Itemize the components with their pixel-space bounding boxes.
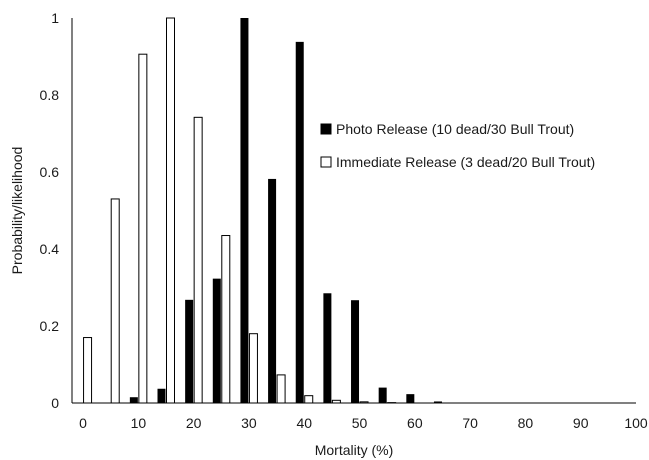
- bar-immediate-release-5: [110, 198, 120, 404]
- legend-swatch-immediate-release: [320, 156, 332, 168]
- y-axis-label: Probability/likelihood: [9, 147, 25, 275]
- bar-photo-release-60: [406, 394, 415, 403]
- bar-photo-release-45: [323, 293, 332, 403]
- bar-immediate-release-30: [248, 333, 258, 404]
- bar-photo-release-30: [240, 18, 249, 403]
- x-tick-label: 70: [462, 415, 478, 431]
- bar-photo-release-20: [185, 299, 194, 403]
- x-tick-label: 0: [79, 415, 87, 431]
- legend-label-immediate-release: Immediate Release (3 dead/20 Bull Trout): [336, 154, 595, 170]
- y-tick-label: 0.2: [40, 318, 60, 334]
- x-tick-label: 60: [407, 415, 423, 431]
- x-axis-ticks: 0 10 20 30 40 50 60 70 80 90 100: [79, 415, 648, 431]
- y-tick-label: 0.8: [40, 87, 60, 103]
- axes: [71, 18, 636, 404]
- y-axis-ticks: 0 0.2 0.4 0.6 0.8 1: [40, 10, 60, 411]
- x-tick-label: 40: [296, 415, 312, 431]
- y-tick-label: 1: [51, 10, 59, 26]
- plot-area: [83, 17, 470, 404]
- bar-photo-release-65: [433, 401, 442, 403]
- y-tick-label: 0: [51, 395, 59, 411]
- bar-photo-release-55: [378, 387, 387, 403]
- bar-photo-release-50: [351, 300, 360, 403]
- bar-photo-release-15: [157, 388, 166, 403]
- bar-photo-release-10: [129, 397, 138, 403]
- bar-immediate-release-25: [221, 235, 231, 404]
- bar-immediate-release-0: [83, 337, 93, 404]
- y-tick-label: 0.4: [40, 241, 60, 257]
- legend-label-photo-release: Photo Release (10 dead/30 Bull Trout): [336, 121, 574, 137]
- x-tick-label: 100: [624, 415, 648, 431]
- x-axis-label: Mortality (%): [315, 442, 394, 458]
- x-tick-label: 10: [131, 415, 147, 431]
- x-tick-label: 30: [241, 415, 257, 431]
- x-tick-label: 20: [186, 415, 202, 431]
- legend-swatch-photo-release: [320, 123, 332, 135]
- x-tick-label: 50: [352, 415, 368, 431]
- legend: Photo Release (10 dead/30 Bull Trout) Im…: [320, 121, 595, 170]
- bar-photo-release-40: [295, 41, 304, 404]
- bar-immediate-release-40: [304, 395, 314, 404]
- bar-photo-release-25: [212, 278, 221, 403]
- bar-immediate-release-15: [166, 17, 175, 404]
- bar-immediate-release-20: [193, 116, 203, 404]
- bar-immediate-release-35: [276, 374, 286, 404]
- x-tick-label: 90: [573, 415, 589, 431]
- bar-photo-release-35: [268, 178, 277, 403]
- bar-immediate-release-10: [138, 53, 148, 404]
- x-tick-label: 80: [518, 415, 534, 431]
- y-tick-label: 0.6: [40, 164, 60, 180]
